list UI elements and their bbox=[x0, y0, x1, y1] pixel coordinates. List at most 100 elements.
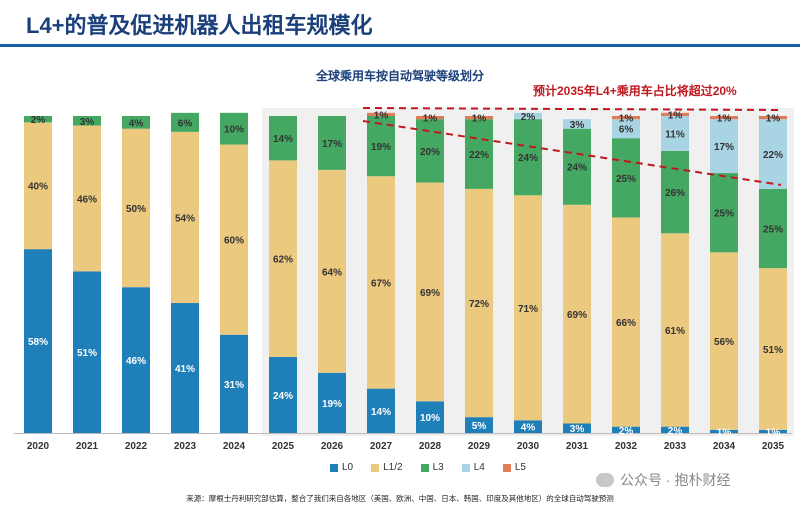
bar-l1-2-2032 bbox=[612, 217, 640, 427]
bar-l1-2-2021 bbox=[73, 125, 101, 272]
data-label-l4-2032: 6% bbox=[619, 125, 634, 136]
data-label-l0-2023: 41% bbox=[175, 364, 195, 375]
data-label-l3-2029: 22% bbox=[469, 150, 489, 161]
data-label-l5-2032: 1% bbox=[619, 114, 634, 125]
legend-swatch bbox=[502, 463, 511, 472]
legend-item-l4: L4 bbox=[461, 462, 485, 473]
bar-l1-2-2030 bbox=[514, 195, 542, 421]
bar-l0-2020 bbox=[24, 249, 52, 433]
data-label-l3-2031: 24% bbox=[567, 163, 587, 174]
annotation-trend-dashed-line bbox=[362, 120, 782, 186]
data-label-l0-2035: 1% bbox=[766, 427, 781, 438]
bar-l3-2031 bbox=[563, 128, 591, 205]
data-label-l3-2035: 25% bbox=[763, 225, 783, 236]
bar-l0-2025 bbox=[269, 356, 297, 433]
bar-l1-2-2025 bbox=[269, 160, 297, 357]
data-label-l4-2030: 2% bbox=[521, 112, 536, 123]
x-tick-2029: 2029 bbox=[468, 441, 491, 452]
data-label-l0-2021: 51% bbox=[77, 348, 97, 359]
x-tick-2035: 2035 bbox=[762, 441, 785, 452]
data-label-l0-2034: 1% bbox=[717, 427, 732, 438]
bar-l0-2026 bbox=[318, 372, 346, 433]
bar-l5-2035 bbox=[759, 116, 787, 120]
data-label-l1-2-2023: 54% bbox=[175, 213, 195, 224]
data-label-l3-2030: 24% bbox=[518, 153, 538, 164]
data-label-l1-2-2022: 50% bbox=[126, 204, 146, 215]
data-label-l3-2033: 26% bbox=[665, 188, 685, 199]
chart-legend: L0 L1/2 L3 L4 L5 bbox=[330, 462, 526, 473]
x-tick-2024: 2024 bbox=[223, 441, 246, 452]
title-divider bbox=[0, 44, 800, 47]
data-label-l0-2026: 19% bbox=[322, 399, 342, 410]
data-label-l4-2035: 22% bbox=[763, 150, 783, 161]
x-tick-2020: 2020 bbox=[27, 441, 50, 452]
bar-l0-2027 bbox=[367, 388, 395, 433]
watermark-text: 公众号 · 抱朴财经 bbox=[620, 472, 731, 488]
data-label-l5-2035: 1% bbox=[766, 114, 781, 125]
bar-l3-2026 bbox=[318, 116, 346, 170]
bar-l3-2021 bbox=[73, 116, 101, 126]
data-label-l5-2034: 1% bbox=[717, 114, 732, 125]
data-label-l3-2023: 6% bbox=[178, 118, 193, 129]
x-tick-2027: 2027 bbox=[370, 441, 393, 452]
bar-l5-2029 bbox=[465, 116, 493, 120]
page-title: L4+的普及促进机器人出租车规模化 bbox=[26, 13, 373, 38]
bar-l1-2-2031 bbox=[563, 204, 591, 424]
data-label-l1-2-2033: 61% bbox=[665, 326, 685, 337]
data-label-l1-2-2030: 71% bbox=[518, 304, 538, 315]
bar-l5-2032 bbox=[612, 116, 640, 120]
bar-l0-2023 bbox=[171, 303, 199, 433]
bar-l1-2-2034 bbox=[710, 252, 738, 430]
data-label-l3-2026: 17% bbox=[322, 139, 342, 150]
bar-l0-2034 bbox=[710, 429, 738, 433]
data-label-l1-2-2031: 69% bbox=[567, 310, 587, 321]
data-label-l1-2-2029: 72% bbox=[469, 299, 489, 310]
x-tick-2022: 2022 bbox=[125, 441, 148, 452]
bar-l3-2023 bbox=[171, 112, 199, 132]
legend-swatch bbox=[371, 463, 380, 472]
watermark: 公众号 · 抱朴财经 bbox=[596, 470, 730, 490]
bar-l4-2031 bbox=[563, 119, 591, 129]
legend-swatch bbox=[330, 463, 338, 472]
bar-l0-2028 bbox=[416, 401, 444, 433]
data-label-l0-2033: 2% bbox=[668, 426, 683, 437]
bar-l1-2-2026 bbox=[318, 169, 346, 373]
bar-l0-2022 bbox=[122, 287, 150, 433]
bar-l3-2032 bbox=[612, 138, 640, 218]
data-label-l1-2-2020: 40% bbox=[28, 182, 48, 193]
data-label-l0-2031: 3% bbox=[570, 424, 585, 435]
data-label-l1-2-2026: 64% bbox=[322, 267, 342, 278]
data-label-l4-2034: 17% bbox=[714, 142, 734, 153]
data-label-l3-2034: 25% bbox=[714, 209, 734, 220]
x-tick-2030: 2030 bbox=[517, 441, 540, 452]
legend-item-l5: L5 bbox=[502, 462, 526, 473]
bar-l3-2033 bbox=[661, 150, 689, 234]
data-label-l1-2-2035: 51% bbox=[763, 345, 783, 356]
bar-l0-2032 bbox=[612, 426, 640, 433]
bar-l5-2028 bbox=[416, 116, 444, 120]
bar-l1-2-2033 bbox=[661, 233, 689, 427]
bar-l4-2035 bbox=[759, 119, 787, 189]
x-tick-2021: 2021 bbox=[76, 441, 99, 452]
source-note: 来源：摩根士丹利研究部估算，整合了我们来自各地区（美国、欧洲、中国、日本、韩国、… bbox=[186, 494, 614, 503]
data-label-l1-2-2034: 56% bbox=[714, 337, 734, 348]
bar-l3-2034 bbox=[710, 173, 738, 253]
data-label-l3-2021: 3% bbox=[80, 117, 95, 128]
x-tick-2025: 2025 bbox=[272, 441, 295, 452]
data-label-l0-2020: 58% bbox=[28, 337, 48, 348]
data-label-l1-2-2028: 69% bbox=[420, 288, 440, 299]
bar-l0-2021 bbox=[73, 271, 101, 433]
data-label-l5-2027: 1% bbox=[374, 110, 389, 121]
legend-label: L3 bbox=[432, 462, 444, 473]
annotation-top-dashed-line bbox=[362, 107, 782, 111]
data-label-l3-2024: 10% bbox=[224, 125, 244, 136]
x-tick-2028: 2028 bbox=[419, 441, 442, 452]
bar-l3-2028 bbox=[416, 119, 444, 183]
bar-l1-2-2035 bbox=[759, 268, 787, 430]
legend-swatch bbox=[420, 463, 429, 472]
bar-l1-2-2024 bbox=[220, 144, 248, 335]
data-label-l0-2024: 31% bbox=[224, 380, 244, 391]
data-label-l5-2028: 1% bbox=[423, 114, 438, 125]
bar-l3-2029 bbox=[465, 119, 493, 189]
